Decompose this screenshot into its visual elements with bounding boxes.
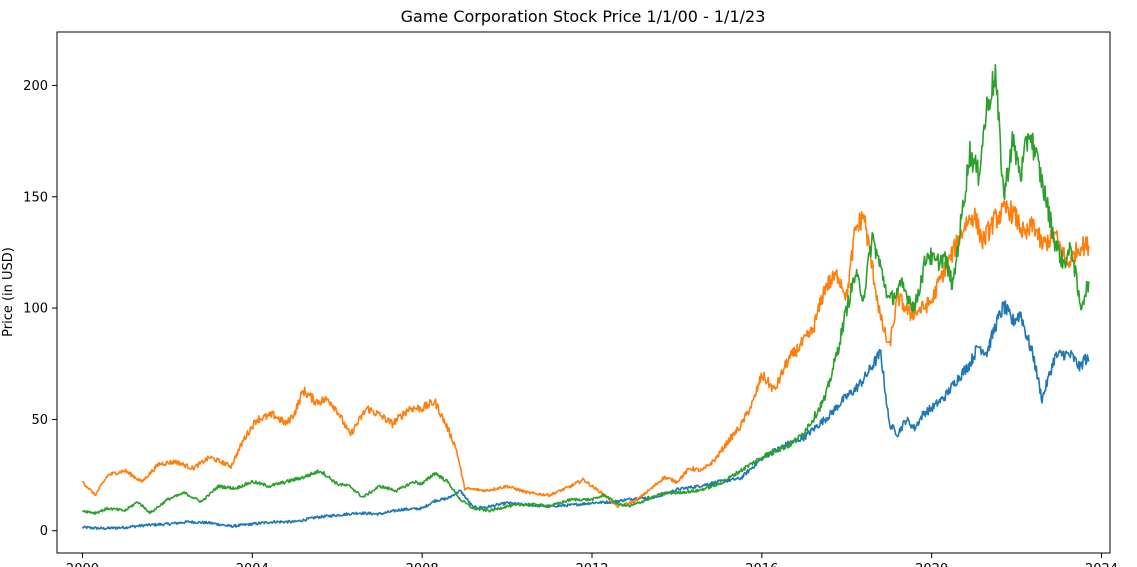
- ticks-layer: 2000 2004 2008 2012 2016 2020 2024 0 50 100 150 200: [23, 79, 1118, 567]
- series-line-1: [81, 300, 1090, 531]
- y-tick-label: 50: [31, 413, 48, 428]
- series-line-3: [81, 63, 1090, 515]
- series-line-2: [81, 200, 1090, 509]
- y-tick-label: 150: [23, 190, 48, 205]
- x-tick-label: 2016: [745, 562, 778, 567]
- series-layer: [81, 63, 1090, 531]
- x-tick-label: 2020: [915, 562, 948, 567]
- y-tick-label: 0: [40, 524, 48, 539]
- y-axis-label: Price (in USD): [1, 247, 16, 337]
- x-tick-label: 2008: [406, 562, 439, 567]
- x-tick-label: 2012: [575, 562, 608, 567]
- x-tick-label: 2024: [1085, 562, 1118, 567]
- chart-title: Game Corporation Stock Price 1/1/00 - 1/…: [401, 7, 766, 26]
- y-tick-label: 100: [23, 302, 48, 317]
- x-tick-label: 2000: [66, 562, 99, 567]
- plot-frame: [56, 31, 1111, 554]
- x-tick-label: 2004: [236, 562, 269, 567]
- y-tick-label: 200: [23, 79, 48, 94]
